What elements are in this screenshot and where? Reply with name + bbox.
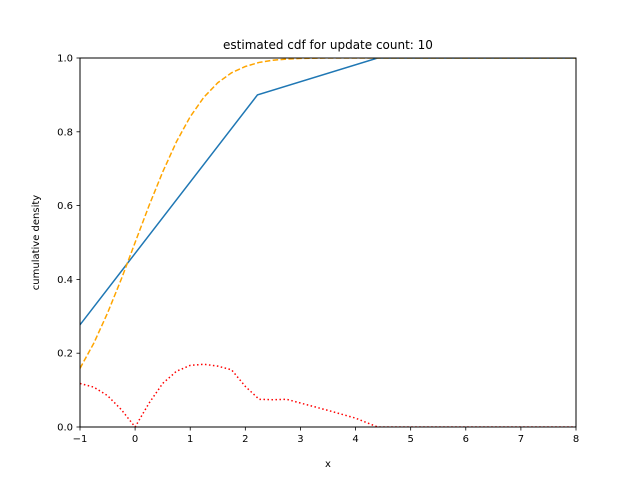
x-axis: −1 0 1 2 3 4 5 6 7 8 [73, 427, 579, 445]
x-tick-label: 5 [407, 434, 413, 445]
x-axis-label: x [325, 459, 331, 470]
x-tick-label: 6 [463, 434, 469, 445]
x-tick-label: −1 [73, 434, 88, 445]
x-tick-label: 8 [573, 434, 579, 445]
y-axis-label: cumulative density [31, 195, 42, 291]
y-tick-label: 0.6 [57, 201, 73, 212]
y-tick-label: 0.4 [57, 275, 73, 286]
plot-frame [79, 57, 577, 428]
y-tick-label: 0.0 [57, 423, 73, 434]
series-line-3 [80, 363, 576, 427]
series-layer [80, 58, 576, 427]
y-tick-label: 0.2 [57, 349, 73, 360]
x-tick-label: 1 [187, 434, 193, 445]
x-tick-label: 3 [297, 434, 303, 445]
y-tick-label: 1.0 [57, 54, 73, 65]
x-tick-label: 0 [132, 434, 138, 445]
chart-title: estimated cdf for update count: 10 [223, 38, 433, 52]
series-line-2 [80, 58, 576, 369]
x-tick-label: 2 [242, 434, 248, 445]
y-axis: 0.0 0.2 0.4 0.6 0.8 1.0 [57, 54, 80, 434]
x-tick-label: 7 [518, 434, 524, 445]
series-line-1 [80, 58, 576, 326]
x-tick-label: 4 [352, 434, 358, 445]
y-tick-label: 0.8 [57, 127, 73, 138]
